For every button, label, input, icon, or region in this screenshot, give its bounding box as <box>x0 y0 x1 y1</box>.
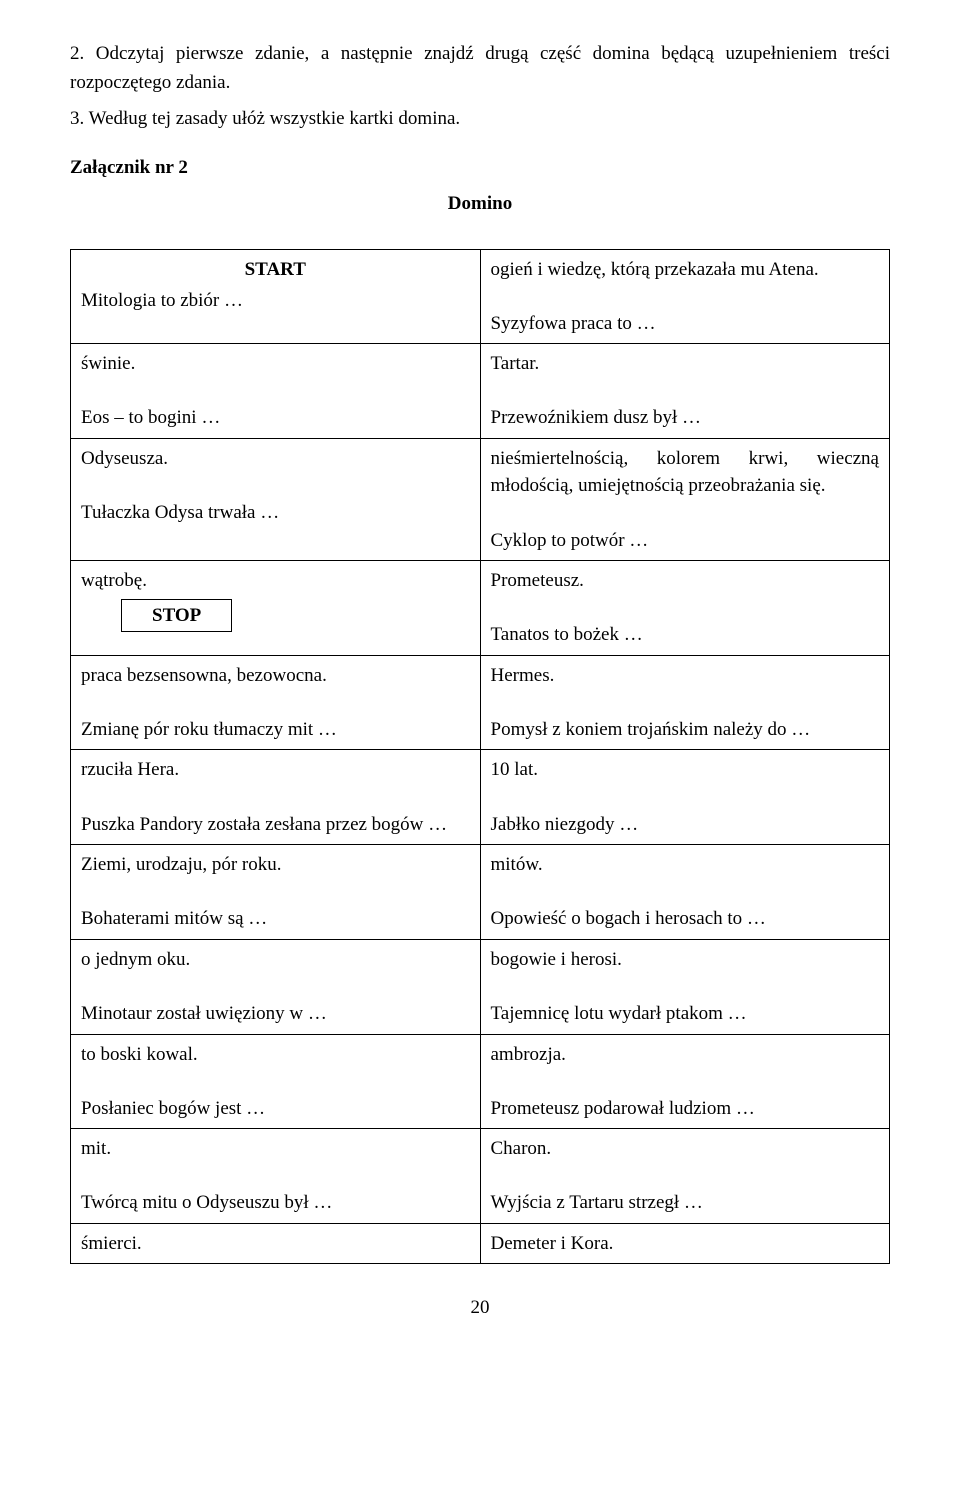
table-row: Ziemi, urodzaju, pór roku. Bohaterami mi… <box>71 845 890 940</box>
cell-text: Prometeusz. <box>491 567 880 595</box>
cell-text: Charon. <box>491 1135 880 1163</box>
table-row: START Mitologia to zbiór … ogień i wiedz… <box>71 249 890 344</box>
cell-text: Tanatos to bożek … <box>491 621 880 649</box>
cell-text: Syzyfowa praca to … <box>491 310 880 338</box>
table-cell: Odyseusza. Tułaczka Odysa trwała … <box>71 438 481 560</box>
instruction-item-3: 3. Według tej zasady ułóż wszystkie kart… <box>70 105 890 134</box>
start-label: START <box>81 256 470 284</box>
cell-text: ambrozja. <box>491 1041 880 1069</box>
cell-text: Demeter i Kora. <box>491 1230 880 1258</box>
cell-text: nieśmiertelnością, kolorem krwi, wieczną… <box>491 445 880 500</box>
cell-text: ogień i wiedzę, którą przekazała mu Aten… <box>491 256 880 284</box>
cell-text: Minotaur został uwięziony w … <box>81 1000 470 1028</box>
cell-text: o jednym oku. <box>81 946 470 974</box>
attachment-title: Załącznik nr 2 <box>70 154 890 183</box>
cell-text: mit. <box>81 1135 470 1163</box>
cell-text: bogowie i herosi. <box>491 946 880 974</box>
stop-label: STOP <box>121 599 232 633</box>
page-number: 20 <box>70 1294 890 1323</box>
table-cell: Demeter i Kora. <box>480 1223 890 1264</box>
table-cell: śmierci. <box>71 1223 481 1264</box>
cell-text: 10 lat. <box>491 756 880 784</box>
cell-text: Zmianę pór roku tłumaczy mit … <box>81 716 470 744</box>
table-cell: Charon. Wyjścia z Tartaru strzegł … <box>480 1129 890 1224</box>
cell-text: Bohaterami mitów są … <box>81 905 470 933</box>
cell-text: Posłaniec bogów jest … <box>81 1095 470 1123</box>
table-row: wątrobę. STOP Prometeusz. Tanatos to boż… <box>71 561 890 656</box>
cell-text: Opowieść o bogach i herosach to … <box>491 905 880 933</box>
table-row: Odyseusza. Tułaczka Odysa trwała … nieśm… <box>71 438 890 560</box>
cell-text: Mitologia to zbiór … <box>81 287 470 315</box>
table-row: mit. Twórcą mitu o Odyseuszu był … Charo… <box>71 1129 890 1224</box>
table-cell: wątrobę. STOP <box>71 561 481 656</box>
cell-text: Przewoźnikiem dusz był … <box>491 404 880 432</box>
table-cell: mitów. Opowieść o bogach i herosach to … <box>480 845 890 940</box>
cell-text: Pomysł z koniem trojańskim należy do … <box>491 716 880 744</box>
table-cell: rzuciła Hera. Puszka Pandory została zes… <box>71 750 481 845</box>
cell-text: śmierci. <box>81 1230 470 1258</box>
cell-text: Twórcą mitu o Odyseuszu był … <box>81 1189 470 1217</box>
cell-text: świnie. <box>81 350 470 378</box>
table-cell: Tartar. Przewoźnikiem dusz był … <box>480 344 890 439</box>
cell-text: Tartar. <box>491 350 880 378</box>
domino-table: START Mitologia to zbiór … ogień i wiedz… <box>70 249 890 1265</box>
cell-text: Eos – to bogini … <box>81 404 470 432</box>
table-row: o jednym oku. Minotaur został uwięziony … <box>71 939 890 1034</box>
cell-text: Tajemnicę lotu wydarł ptakom … <box>491 1000 880 1028</box>
table-cell: ambrozja. Prometeusz podarował ludziom … <box>480 1034 890 1129</box>
cell-text: wątrobę. <box>81 567 470 595</box>
table-cell: mit. Twórcą mitu o Odyseuszu był … <box>71 1129 481 1224</box>
cell-text: Puszka Pandory została zesłana przez bog… <box>81 811 470 839</box>
table-cell: Prometeusz. Tanatos to bożek … <box>480 561 890 656</box>
table-cell: ogień i wiedzę, którą przekazała mu Aten… <box>480 249 890 344</box>
cell-text: to boski kowal. <box>81 1041 470 1069</box>
cell-text: Hermes. <box>491 662 880 690</box>
table-cell: praca bezsensowna, bezowocna. Zmianę pór… <box>71 655 481 750</box>
cell-text: Wyjścia z Tartaru strzegł … <box>491 1189 880 1217</box>
table-cell: nieśmiertelnością, kolorem krwi, wieczną… <box>480 438 890 560</box>
cell-text: Ziemi, urodzaju, pór roku. <box>81 851 470 879</box>
table-cell: 10 lat. Jabłko niezgody … <box>480 750 890 845</box>
cell-text: Prometeusz podarował ludziom … <box>491 1095 880 1123</box>
cell-text: rzuciła Hera. <box>81 756 470 784</box>
table-cell: bogowie i herosi. Tajemnicę lotu wydarł … <box>480 939 890 1034</box>
table-cell: świnie. Eos – to bogini … <box>71 344 481 439</box>
cell-text: Cyklop to potwór … <box>491 527 880 555</box>
table-row: to boski kowal. Posłaniec bogów jest … a… <box>71 1034 890 1129</box>
table-row: rzuciła Hera. Puszka Pandory została zes… <box>71 750 890 845</box>
table-cell: to boski kowal. Posłaniec bogów jest … <box>71 1034 481 1129</box>
cell-text: praca bezsensowna, bezowocna. <box>81 662 470 690</box>
cell-text: Tułaczka Odysa trwała … <box>81 499 470 527</box>
cell-text: Jabłko niezgody … <box>491 811 880 839</box>
table-cell: o jednym oku. Minotaur został uwięziony … <box>71 939 481 1034</box>
cell-text: Odyseusza. <box>81 445 470 473</box>
cell-text: mitów. <box>491 851 880 879</box>
table-row: śmierci. Demeter i Kora. <box>71 1223 890 1264</box>
instruction-item-2: 2. Odczytaj pierwsze zdanie, a następnie… <box>70 40 890 97</box>
game-title: Domino <box>70 190 890 219</box>
table-cell: START Mitologia to zbiór … <box>71 249 481 344</box>
table-row: świnie. Eos – to bogini … Tartar. Przewo… <box>71 344 890 439</box>
table-cell: Ziemi, urodzaju, pór roku. Bohaterami mi… <box>71 845 481 940</box>
table-row: praca bezsensowna, bezowocna. Zmianę pór… <box>71 655 890 750</box>
table-cell: Hermes. Pomysł z koniem trojańskim należ… <box>480 655 890 750</box>
